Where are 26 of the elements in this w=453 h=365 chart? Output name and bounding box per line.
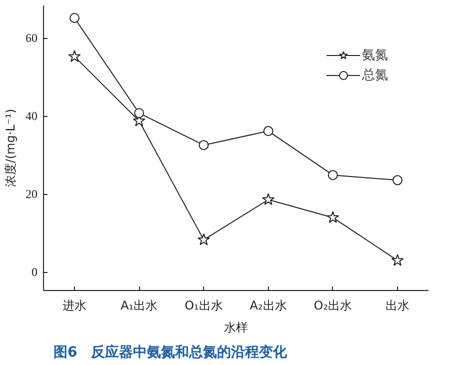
point <box>392 175 402 186</box>
point <box>134 108 144 118</box>
point <box>262 193 275 206</box>
x-tick-label: A₂出水 <box>250 298 287 312</box>
legend-label: 总氮 <box>362 67 388 84</box>
x-tick-label: 进水 <box>62 298 87 312</box>
y-tick-label: 60 <box>26 31 38 46</box>
y-tick-label: 40 <box>26 109 38 124</box>
point <box>197 233 210 246</box>
legend-label: 氨氮 <box>362 47 388 64</box>
point <box>70 12 80 23</box>
point <box>391 254 404 266</box>
point <box>68 50 81 62</box>
y-tick-label: 0 <box>32 265 38 280</box>
x-tick-label: O₁出水 <box>184 298 223 312</box>
y-tick-label: 20 <box>26 187 38 202</box>
point <box>326 211 340 223</box>
point <box>263 126 274 136</box>
x-axis-title: 水样 <box>224 320 248 334</box>
x-tick-label: O₂出水 <box>314 298 352 312</box>
x-tick-label: 出水 <box>385 298 410 312</box>
x-tick-label: A₁出水 <box>120 298 158 312</box>
point <box>198 140 209 150</box>
y-axis-title: 浓度/(mg·L⁻¹) <box>4 108 18 188</box>
caption: 图6 反应器中氨氮和总氮的沿程变化 <box>54 344 288 360</box>
point <box>328 170 338 180</box>
